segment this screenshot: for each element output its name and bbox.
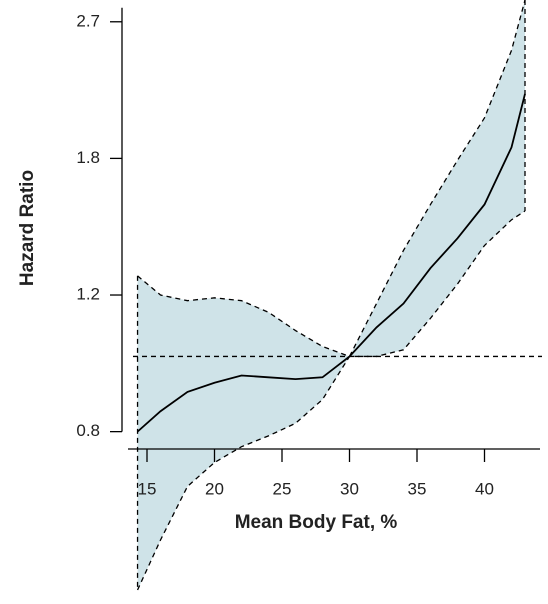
x-tick-label: 35 [408,479,427,498]
x-axis-label: Mean Body Fat, % [235,512,398,533]
y-tick-label: 1.8 [76,148,100,167]
x-tick-label: 20 [205,479,224,498]
y-axis-label: Hazard Ratio [17,170,38,286]
y-tick-label: 2.7 [76,11,100,30]
x-tick-label: 25 [273,479,292,498]
x-tick-label: 30 [340,479,359,498]
hazard-line [136,93,526,433]
y-tick-label: 1.2 [76,285,100,304]
ci-band [137,0,526,591]
y-tick-label: 0.8 [76,421,100,440]
ci-line [137,0,526,358]
x-tick-label: 40 [475,479,494,498]
x-tick-label: 15 [138,479,157,498]
